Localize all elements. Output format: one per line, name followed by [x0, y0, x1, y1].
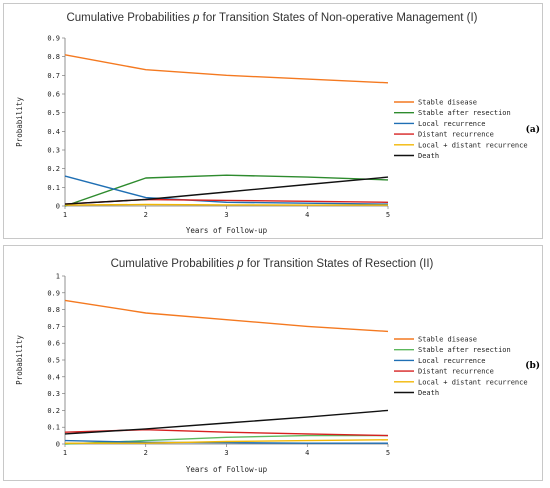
legend-entry: Death — [418, 389, 439, 397]
series-line-stable-disease — [64, 299, 389, 333]
chart-title-part: p — [236, 258, 244, 270]
x-tick-label: 1 — [63, 449, 67, 457]
chart-title-part: for Transition States of Non-operative M… — [199, 12, 477, 24]
y-tick-label: 0.8 — [47, 306, 60, 314]
y-tick-label: 0.6 — [47, 340, 60, 348]
chart-title: Cumulative Probabilities p for Transitio… — [111, 258, 434, 270]
panel-label-a: (a) — [525, 125, 540, 135]
y-axis-label: Probability — [15, 97, 24, 147]
x-tick-label: 2 — [144, 449, 148, 457]
y-tick-label: 0.5 — [47, 109, 60, 117]
y-tick-label: 0.4 — [47, 128, 60, 136]
y-tick-label: 0.7 — [47, 72, 60, 80]
y-tick-label: 0.3 — [47, 390, 60, 398]
chart-title: Cumulative Probabilities p for Transitio… — [66, 12, 477, 24]
y-tick-label: 0.1 — [47, 424, 60, 432]
y-tick-label: 0.1 — [47, 184, 60, 192]
chart-panel-b: Cumulative Probabilities p for Transitio… — [3, 245, 543, 481]
legend-entry: Local + distant recurrence — [418, 141, 528, 149]
chart-title-part: p — [192, 12, 200, 24]
y-tick-label: 0 — [56, 441, 60, 449]
series-line-stable-after-resection — [64, 174, 389, 207]
legend-entry: Death — [418, 152, 439, 160]
x-tick-label: 2 — [144, 211, 148, 219]
series-line-local-recurrence — [64, 175, 389, 205]
x-tick-label: 3 — [224, 449, 228, 457]
chart-panel-a: Cumulative Probabilities p for Transitio… — [3, 3, 543, 239]
line-chart-a: Cumulative Probabilities p for Transitio… — [15, 12, 528, 235]
chart-title-part: Cumulative Probabilities — [111, 258, 238, 270]
y-tick-label: 0.8 — [47, 53, 60, 61]
x-tick-label: 5 — [386, 211, 390, 219]
chart-title-part: Cumulative Probabilities — [66, 12, 193, 24]
series-line-local-recurrence — [64, 439, 388, 444]
line-chart-b: Cumulative Probabilities p for Transitio… — [15, 258, 528, 474]
y-tick-label: 0 — [56, 203, 60, 211]
y-tick-label: 0.9 — [47, 289, 60, 297]
series-line-death — [64, 176, 389, 205]
chart-title-part: for Transition States of Resection (II) — [244, 258, 434, 270]
y-tick-label: 0.7 — [47, 323, 60, 331]
series-line-local-distant-recurrence — [64, 203, 388, 206]
series-line-stable-disease — [64, 54, 389, 84]
x-tick-label: 1 — [63, 211, 67, 219]
y-tick-label: 0.6 — [47, 91, 60, 99]
legend-entry: Stable after resection — [418, 109, 511, 117]
legend-entry: Distant recurrence — [418, 368, 494, 376]
x-tick-label: 3 — [224, 211, 228, 219]
y-tick-label: 0.4 — [47, 373, 60, 381]
y-tick-label: 1 — [56, 273, 60, 281]
x-tick-label: 5 — [386, 449, 390, 457]
legend-entry: Stable disease — [418, 99, 477, 107]
legend-entry: Local + distant recurrence — [418, 378, 528, 386]
y-axis-label: Probability — [15, 335, 24, 385]
panel-label-b: (b) — [525, 361, 540, 371]
x-tick-label: 4 — [305, 449, 309, 457]
series-line-local-distant-recurrence — [65, 439, 389, 444]
legend-entry: Distant recurrence — [418, 131, 494, 139]
y-tick-label: 0.2 — [47, 407, 60, 415]
series-line-death — [64, 409, 389, 435]
legend-entry: Stable disease — [418, 336, 477, 344]
legend-entry: Local recurrence — [418, 357, 485, 365]
legend-entry: Local recurrence — [418, 120, 485, 128]
y-tick-label: 0.2 — [47, 165, 60, 173]
x-tick-label: 4 — [305, 211, 309, 219]
y-tick-label: 0.5 — [47, 357, 60, 365]
legend-entry: Stable after resection — [418, 346, 511, 354]
y-tick-label: 0.9 — [47, 35, 60, 43]
x-axis-label: Years of Follow-up — [186, 465, 268, 474]
x-axis-label: Years of Follow-up — [186, 226, 268, 235]
y-tick-label: 0.3 — [47, 147, 60, 155]
